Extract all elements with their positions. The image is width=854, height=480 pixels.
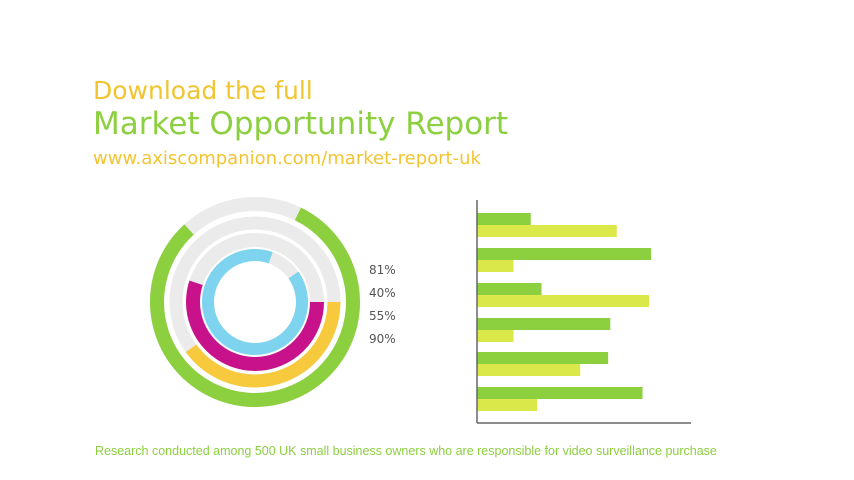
bar-green-3	[477, 283, 542, 295]
bar-green-1	[477, 213, 531, 225]
bar-green-2	[477, 248, 652, 260]
bar-lime-5	[477, 364, 581, 376]
ring-arc-4	[202, 249, 308, 355]
ring-label-3: 55%	[369, 309, 396, 323]
bar-lime-1	[477, 225, 617, 237]
ring-arc-2	[169, 216, 341, 388]
ring-label-2: 40%	[369, 286, 396, 300]
radial-bar-chart	[150, 197, 360, 407]
bar-lime-2	[477, 260, 514, 272]
bar-lime-4	[477, 330, 514, 342]
ring-arc-3	[186, 233, 324, 371]
bar-green-4	[477, 318, 611, 330]
bar-green-6	[477, 387, 643, 399]
ring-label-1: 81%	[369, 263, 396, 277]
headline-line1: Download the full	[93, 76, 313, 105]
headline-title: Market Opportunity Report	[93, 106, 509, 142]
bar-green-5	[477, 352, 609, 364]
ring-label-4: 90%	[369, 332, 396, 346]
horizontal-bar-chart	[476, 200, 691, 424]
footnote: Research conducted among 500 UK small bu…	[95, 444, 717, 458]
report-url-link[interactable]: www.axiscompanion.com/market-report-uk	[93, 148, 481, 169]
bar-lime-6	[477, 399, 538, 411]
bar-lime-3	[477, 295, 649, 307]
